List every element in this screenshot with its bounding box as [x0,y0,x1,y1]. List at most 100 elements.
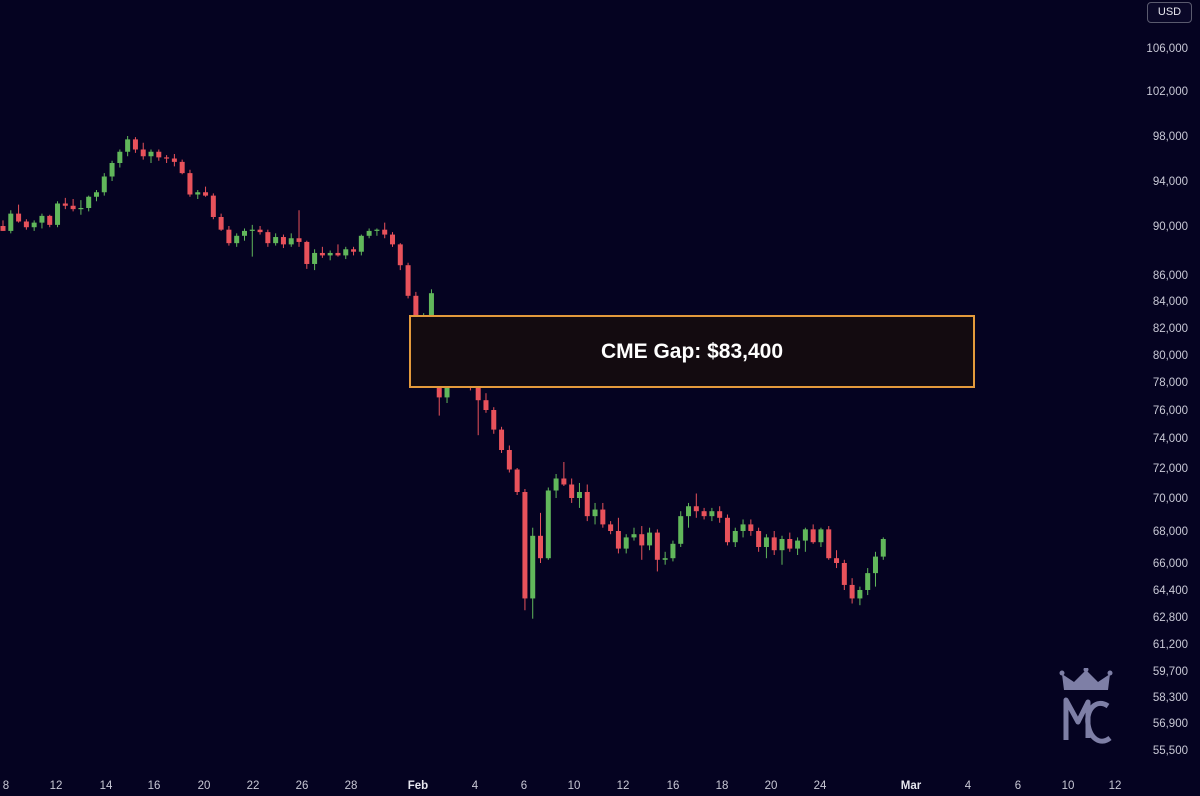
candle [327,250,333,261]
candle [600,502,606,528]
date-tick-label: 24 [814,780,827,792]
candle [701,507,707,520]
date-tick-label: 12 [1109,780,1122,792]
candle-body [693,506,699,512]
price-tick-label: 55,500 [1153,745,1188,757]
candle [802,527,808,552]
candle [226,226,232,246]
candle-body [241,230,247,236]
candle [273,233,279,246]
candle [187,169,193,197]
mc-monogram [1063,697,1112,744]
candle-body [358,235,364,252]
price-tick-label: 98,000 [1153,131,1188,143]
candle [70,199,76,212]
date-tick-label: 14 [100,780,113,792]
candle [491,407,497,434]
candle [639,526,645,560]
candle [514,468,520,495]
candle-body [187,173,193,195]
candle-body [218,217,224,230]
candle [16,204,22,223]
candle-body [732,531,738,543]
date-tick-label: 8 [3,780,9,792]
candle [8,210,14,234]
price-tick-label: 66,000 [1153,558,1188,570]
candle-body [724,517,730,543]
price-tick-label: 106,000 [1146,43,1188,55]
candle [280,234,286,249]
candle [132,137,138,153]
candle-body [818,529,824,543]
candle [880,537,886,560]
candle [810,524,816,544]
candle-body [802,529,808,541]
candle-body [234,235,240,244]
candle [358,234,364,256]
price-tick-label: 90,000 [1153,221,1188,233]
candle [545,487,551,560]
candle [109,160,115,181]
candle [210,193,216,220]
candle [288,233,294,247]
price-tick-label: 84,000 [1153,296,1188,308]
candle-body [678,516,684,544]
candle-body [763,537,769,547]
date-tick-label: 20 [198,780,211,792]
candle [195,190,201,199]
currency-badge[interactable]: USD [1147,2,1192,23]
candle [779,535,785,565]
candle-body [210,195,216,217]
candle-body [390,234,395,245]
candle-body [405,265,411,296]
candle-body [304,241,310,264]
candle [748,519,754,536]
candle [522,489,528,611]
candle [569,478,575,503]
candle [538,512,544,563]
candle [390,232,395,247]
price-tick-label: 86,000 [1153,270,1188,282]
candle [203,186,209,197]
candle [179,159,185,175]
price-tick-label: 58,300 [1153,692,1188,704]
candle [499,426,505,453]
date-tick-label: 6 [1015,780,1021,792]
candle [351,246,357,256]
candle [125,136,131,157]
candle-body [569,484,575,498]
candle-body [93,192,99,197]
candle [312,249,318,271]
candle-body [615,531,621,549]
candle-body [164,157,170,159]
candle-body [491,410,497,430]
candle-body [8,213,14,231]
candle [670,540,676,562]
candle [631,527,637,541]
candle [647,527,653,551]
candle [787,532,793,552]
candle-body [31,222,37,228]
candle [319,246,325,258]
candle-body [47,215,53,225]
candle [483,393,489,413]
candle-body [740,524,746,531]
candle-body [514,469,520,492]
candle-body [78,208,84,210]
candle-body [436,383,442,398]
cme-gap-label: CME Gap: $83,400 [600,339,784,363]
price-axis: 106,000 102,000 98,000 94,000 90,000 86,000 84… [1146,43,1188,757]
candle [865,568,871,596]
date-tick-label: 10 [568,780,581,792]
candle [475,379,481,436]
candle-body [662,558,668,560]
date-tick-label: 12 [50,780,63,792]
candle [397,243,403,271]
candle-body [397,244,403,266]
candle-body [140,149,146,157]
candle [771,531,777,555]
candle-body [413,295,419,327]
candle-body [545,490,551,559]
candle [818,527,824,547]
